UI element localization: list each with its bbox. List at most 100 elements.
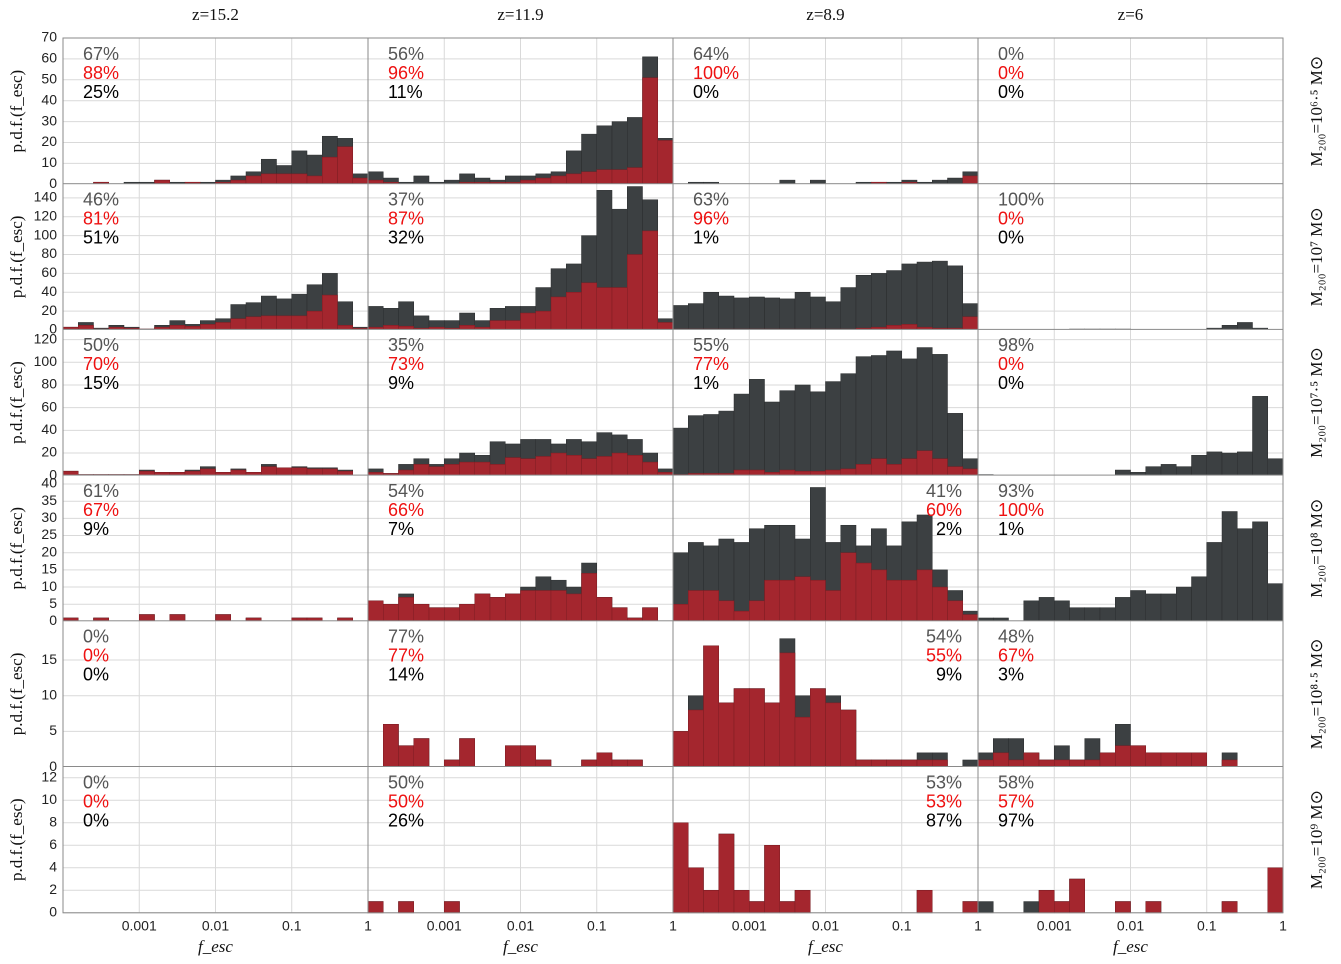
annotation: 100% (998, 500, 1044, 520)
annotation: 54% (388, 481, 424, 501)
x-tick-label: 0.01 (1117, 918, 1144, 934)
histogram-bar (611, 607, 628, 622)
x-tick-label: 0.1 (892, 918, 912, 934)
histogram-bar (428, 466, 445, 476)
y-axis-label: p.d.f.(f_esc) (7, 216, 26, 299)
y-tick-label: 20 (41, 543, 57, 559)
histogram-bar (825, 590, 842, 622)
histogram-bar (383, 603, 399, 622)
annotation: 51% (83, 227, 119, 247)
histogram-bar (703, 291, 719, 331)
annotation: 97% (998, 810, 1034, 830)
annotation: 77% (388, 627, 424, 647)
histogram-bar (459, 461, 476, 476)
histogram-bar (1191, 455, 1207, 476)
histogram-bar (764, 579, 781, 622)
histogram-bar (840, 287, 857, 331)
histogram-bar (718, 295, 735, 331)
column-title: z=11.9 (497, 5, 543, 24)
histogram-bar (688, 303, 704, 331)
histogram-bar (1237, 451, 1253, 476)
histogram-bar (276, 173, 292, 185)
histogram-bar (855, 562, 872, 622)
annotation: 87% (388, 208, 424, 228)
histogram-bar (794, 890, 811, 914)
histogram-bar (444, 901, 460, 914)
y-tick-label: 0 (49, 175, 57, 191)
y-tick-label: 10 (41, 791, 57, 807)
y-tick-label: 35 (41, 492, 57, 508)
histogram-bar (947, 600, 964, 622)
histogram-bar (245, 316, 262, 331)
row-label: M₂₀₀=10⁸·⁵ M⊙ (1307, 639, 1326, 750)
histogram-bar (977, 901, 994, 914)
annotation: 1% (998, 519, 1024, 539)
histogram-bar (291, 467, 308, 476)
annotation: 77% (693, 354, 729, 374)
histogram-bar (703, 645, 719, 768)
histogram-bar (810, 296, 826, 331)
histogram-bar (459, 603, 476, 622)
x-tick-label: 0.001 (427, 918, 462, 934)
histogram-bar (565, 173, 582, 185)
histogram-bar (840, 552, 857, 622)
histogram-bar (1145, 901, 1162, 914)
y-tick-label: 40 (41, 421, 57, 437)
x-tick-label: 0.001 (1037, 918, 1072, 934)
histogram-bar (916, 261, 933, 331)
histogram-bar (474, 593, 491, 622)
x-tick-label: 1 (974, 918, 982, 934)
histogram-bar (794, 716, 811, 768)
annotation: 9% (388, 373, 414, 393)
annotation: 87% (926, 810, 962, 830)
histogram-bar (565, 291, 582, 331)
annotation: 32% (388, 227, 424, 247)
x-tick-label: 0.01 (507, 918, 534, 934)
x-axis-label: f_esc (198, 937, 233, 956)
histogram-bar (1069, 607, 1086, 622)
histogram-bar (1054, 600, 1070, 622)
histogram-bar (1206, 542, 1223, 622)
annotation: 0% (693, 82, 719, 102)
histogram-bar (901, 579, 918, 622)
y-tick-label: 0 (49, 466, 57, 482)
annotation: 50% (83, 335, 119, 355)
annotation: 1% (693, 227, 719, 247)
histogram-bar (825, 301, 842, 331)
histogram-bar (1160, 464, 1177, 476)
y-tick-label: 100 (34, 226, 58, 242)
histogram-bar (718, 833, 735, 914)
histogram-bar (260, 173, 277, 185)
histogram-bar (550, 175, 567, 185)
histogram-bar (398, 597, 414, 622)
y-tick-label: 20 (41, 444, 57, 460)
annotation: 7% (388, 519, 414, 539)
histogram-bar (520, 745, 537, 768)
histogram-bar (733, 610, 750, 622)
y-axis-label: p.d.f.(f_esc) (7, 507, 26, 590)
y-tick-label: 50 (41, 71, 57, 87)
annotation: 48% (998, 627, 1034, 647)
y-tick-label: 15 (41, 651, 57, 667)
y-tick-label: 100 (34, 353, 58, 369)
histogram-bar (413, 738, 430, 768)
histogram-bar (855, 464, 872, 476)
annotation: 60% (926, 500, 962, 520)
histogram-bar (1221, 511, 1238, 622)
histogram-bar (825, 702, 842, 768)
histogram-bar (932, 458, 948, 476)
histogram-bar (779, 901, 796, 914)
histogram-bar (642, 607, 659, 622)
histogram-bar (703, 890, 719, 914)
histogram-bar (1130, 745, 1147, 768)
histogram-bar (901, 458, 918, 476)
histogram-bar (230, 318, 247, 331)
histogram-bar (535, 456, 552, 476)
y-tick-label: 25 (41, 526, 57, 542)
y-tick-label: 30 (41, 509, 57, 525)
row-label: M₂₀₀=10⁶·⁵ M⊙ (1307, 56, 1326, 167)
histogram-bar (794, 291, 811, 331)
y-tick-label: 120 (34, 207, 58, 223)
y-tick-label: 0 (49, 612, 57, 628)
histogram-bar (718, 600, 735, 622)
